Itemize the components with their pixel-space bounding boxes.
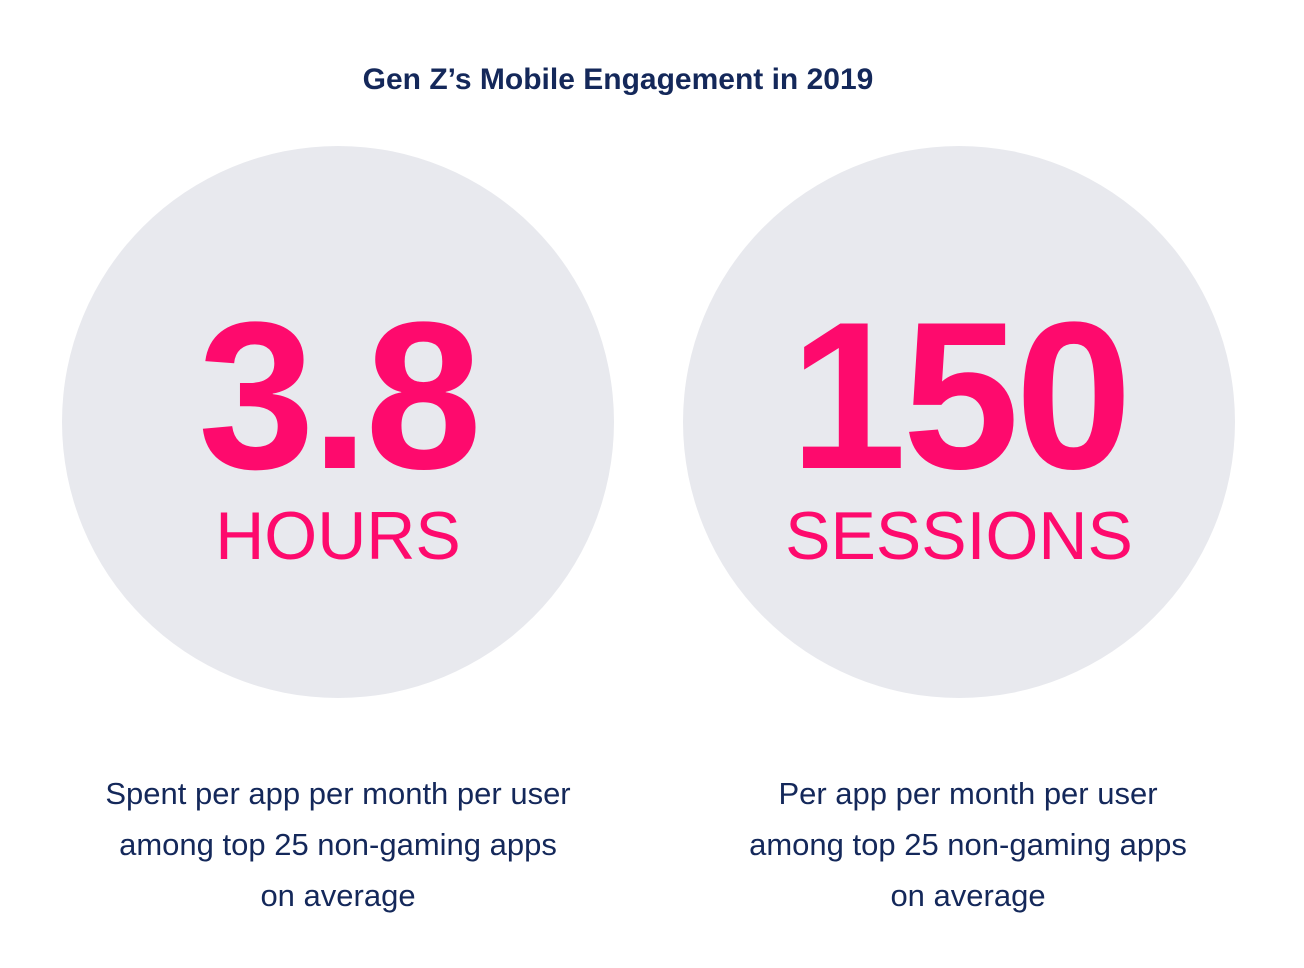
caption-line: among top 25 non-gaming apps <box>119 827 557 862</box>
stat-value-sessions: 150 <box>789 278 1132 513</box>
caption-line: on average <box>890 878 1046 913</box>
caption-line: on average <box>260 878 416 913</box>
caption-line: Per app per month per user <box>778 776 1158 811</box>
caption-line: Spent per app per month per user <box>105 776 571 811</box>
caption-line: among top 25 non-gaming apps <box>749 827 1187 862</box>
stat-circle-hours: 3.8 HOURS <box>62 146 614 698</box>
stat-unit-sessions: SESSIONS <box>785 498 1133 574</box>
stat-circle-sessions: 150 SESSIONS <box>683 146 1235 698</box>
stat-caption-sessions: Per app per month per user among top 25 … <box>668 768 1268 921</box>
stat-value-hours: 3.8 <box>198 278 482 513</box>
page-title: Gen Z’s Mobile Engagement in 2019 <box>362 63 874 96</box>
stat-caption-hours: Spent per app per month per user among t… <box>38 768 638 921</box>
stat-unit-hours: HOURS <box>215 498 461 574</box>
